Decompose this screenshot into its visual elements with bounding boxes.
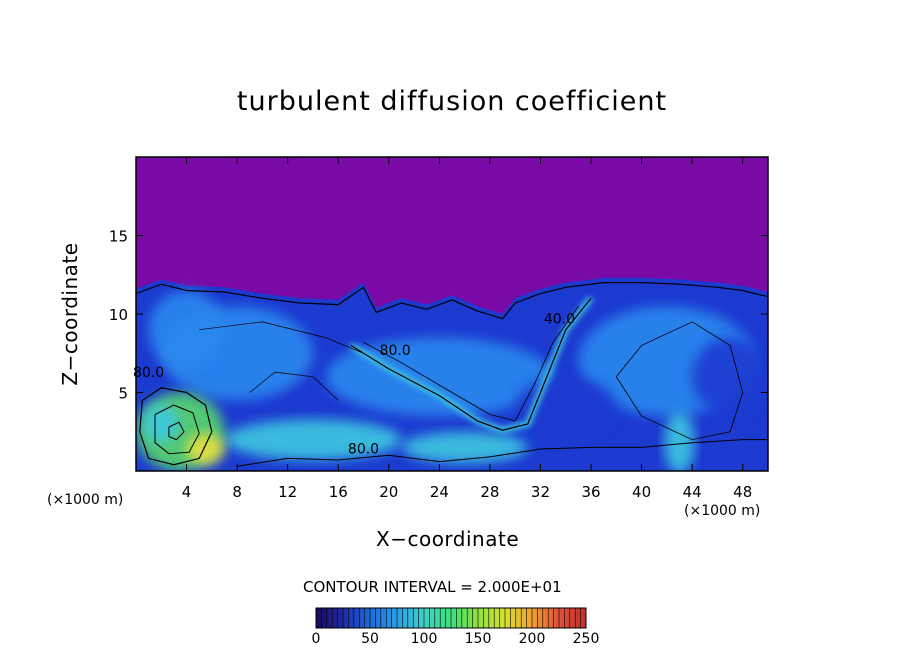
field-blob	[325, 337, 554, 417]
field-blob	[148, 290, 225, 369]
contour-line	[154, 404, 200, 455]
x-unit-left: (×1000 m)	[47, 492, 124, 508]
contour-lines	[136, 282, 768, 467]
y-axis-label: Z−coordinate	[58, 242, 82, 386]
contour-label: 80.0	[380, 343, 411, 359]
contour-line	[237, 439, 768, 467]
x-unit-right: (×1000 m)	[684, 503, 761, 519]
chart-title: turbulent diffusion coefficient	[236, 86, 668, 117]
x-tick-label: 4	[182, 483, 192, 501]
field-blob	[401, 431, 528, 464]
colorbar-frame	[315, 607, 587, 629]
field-blob	[664, 411, 695, 471]
x-tick-label: 48	[733, 483, 752, 501]
contour-line	[363, 305, 579, 422]
contour-line	[136, 282, 768, 320]
contour-line	[168, 421, 185, 441]
contour-line	[199, 321, 364, 354]
contour-label: 80.0	[348, 442, 379, 458]
x-tick-label: 8	[232, 483, 242, 501]
x-tick-label: 32	[531, 483, 550, 501]
colorbar-tick-label: 150	[465, 631, 492, 647]
colorbar-tick-label: 0	[312, 631, 321, 647]
contour-line	[350, 297, 592, 431]
field-blob	[186, 433, 225, 465]
contour-line	[249, 371, 339, 401]
colorbar: 0 50 100 150 200 250	[312, 607, 600, 647]
x-tick-label: 20	[379, 483, 398, 501]
y-tick-label: 5	[118, 385, 128, 403]
x-tick-label: 12	[278, 483, 297, 501]
colorbar-tick-label: 50	[361, 631, 379, 647]
contour-labels: 80.0 80.0 80.0 40.0	[133, 311, 575, 457]
y-tick-label: 10	[109, 306, 128, 324]
field-blob	[515, 376, 617, 440]
x-tick-label: 40	[632, 483, 651, 501]
field-blob	[143, 405, 179, 443]
x-tick-label: 24	[430, 483, 449, 501]
contour-interval: CONTOUR INTERVAL = 2.000E+01	[303, 578, 562, 596]
y-axis: 5 10 15	[109, 228, 768, 403]
contour-line	[615, 321, 744, 441]
colorbar-tick-label: 200	[519, 631, 546, 647]
field-blob	[224, 419, 402, 461]
contour-label: 80.0	[133, 365, 164, 381]
x-tick-label: 36	[581, 483, 600, 501]
heatmap-field	[136, 157, 768, 471]
x-tick-label: 44	[683, 483, 702, 501]
x-axis: 4 8 12 16 20 24 28 32 36 40 44 48	[182, 157, 752, 501]
contour-label: 40.0	[544, 311, 575, 327]
x-tick-label: 16	[329, 483, 348, 501]
field-blob	[692, 337, 768, 417]
x-axis-label: X−coordinate	[376, 527, 520, 551]
contour-line	[139, 387, 213, 466]
y-tick-label: 15	[109, 228, 128, 246]
colorbar-tick-label: 100	[411, 631, 438, 647]
x-tick-label: 28	[480, 483, 499, 501]
colorbar-tick-label: 250	[573, 631, 600, 647]
